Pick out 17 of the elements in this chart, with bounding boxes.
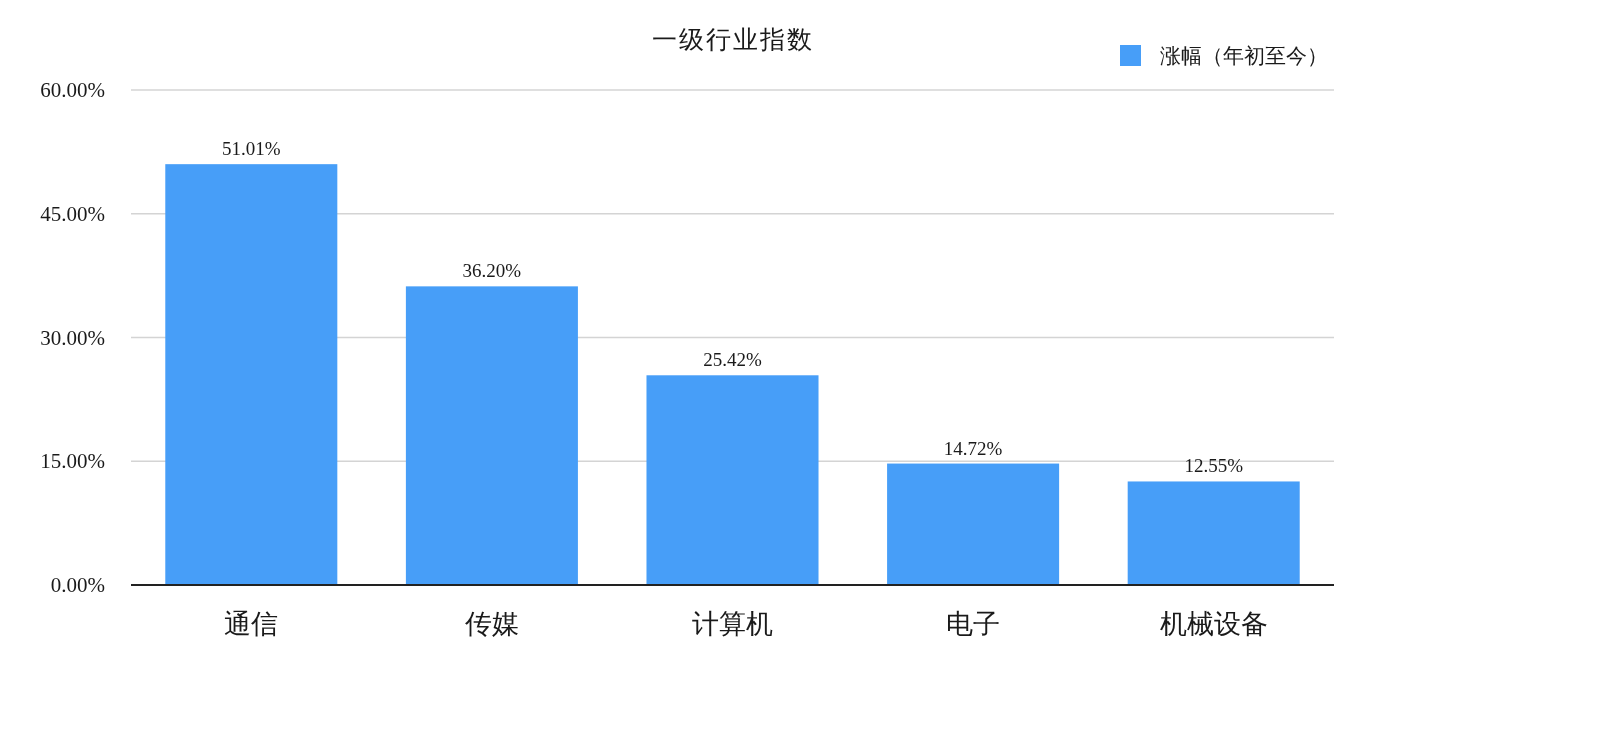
x-tick-label: 机械设备 — [1159, 609, 1268, 639]
data-label: 25.42% — [703, 349, 762, 371]
data-label: 12.55% — [1184, 455, 1244, 477]
x-tick-label: 传媒 — [464, 609, 519, 639]
title: 一级行业指数 — [651, 25, 814, 53]
legend-label: 涨幅（年初至今） — [1160, 44, 1328, 68]
x-tick-label: 计算机 — [692, 609, 773, 639]
y-tick-label: 15.00% — [40, 449, 105, 474]
data-label: 51.01% — [222, 138, 281, 160]
x-tick-label: 通信 — [224, 609, 279, 639]
y-tick-label: 60.00% — [40, 78, 105, 102]
x-tick-label: 电子 — [946, 609, 1001, 639]
y-tick-label: 30.00% — [40, 325, 105, 350]
y-tick-label: 0.00% — [50, 573, 105, 597]
y-tick-label: 45.00% — [40, 201, 105, 226]
data-label: 14.72% — [943, 437, 1003, 459]
data-label: 36.20% — [462, 260, 522, 282]
